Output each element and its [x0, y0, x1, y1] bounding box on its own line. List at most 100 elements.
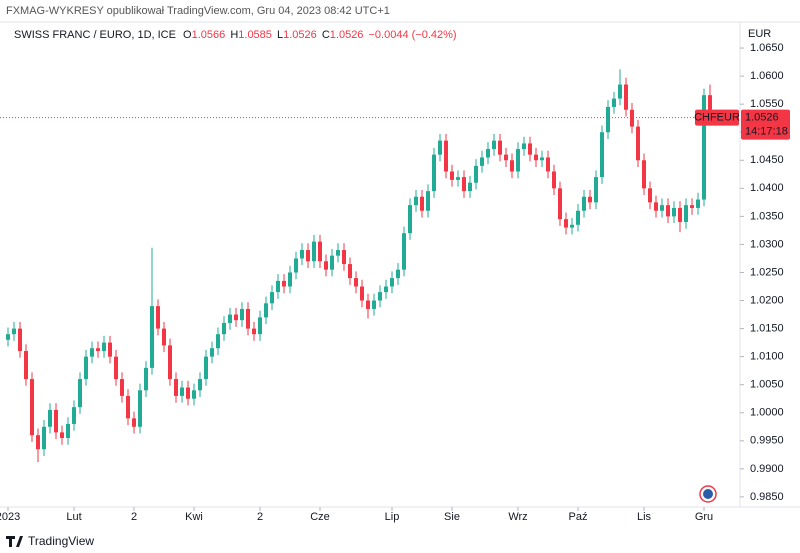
candle-body — [438, 140, 442, 155]
candle-body — [468, 182, 472, 192]
candle-body — [462, 177, 466, 192]
candle-body — [150, 306, 154, 368]
candle-body — [444, 140, 448, 172]
candle-body — [546, 157, 550, 172]
candle-body — [156, 306, 160, 329]
header: FXMAG-WYKRESY opublikował TradingView.co… — [6, 5, 390, 17]
y-tick-label: 1.0450 — [750, 154, 784, 166]
candle-body — [300, 250, 304, 259]
candle-body — [126, 395, 130, 419]
candle-body — [702, 95, 706, 200]
candle-body — [306, 250, 310, 262]
event-icon[interactable] — [699, 485, 717, 503]
candle-body — [384, 286, 388, 293]
candle-body — [648, 188, 652, 203]
candle-body — [420, 196, 424, 211]
candle-body — [414, 196, 418, 206]
candle-body — [678, 207, 682, 222]
candles — [6, 69, 712, 463]
x-tick-label: Sie — [444, 511, 460, 523]
candle-body — [42, 426, 46, 450]
candle-body — [294, 258, 298, 273]
x-tick-label: 2023 — [0, 511, 20, 523]
x-tick-label: Lip — [385, 511, 400, 523]
price-tag — [741, 109, 790, 140]
candle-body — [576, 210, 580, 225]
y-tick-label: 0.9900 — [750, 463, 784, 475]
candle-body — [528, 143, 532, 155]
y-tick-label: 1.0000 — [750, 407, 784, 419]
x-tick-label: 2 — [131, 511, 137, 523]
candle-body — [660, 205, 664, 211]
candle-body — [264, 303, 268, 318]
y-tick-label: 1.0150 — [750, 322, 784, 334]
candle-body — [318, 241, 322, 262]
candle-body — [378, 292, 382, 301]
candle-body — [480, 157, 484, 166]
x-tick-label: Cze — [310, 511, 330, 523]
candle-body — [708, 95, 712, 118]
candle-body — [36, 435, 40, 450]
candle-body — [486, 149, 490, 158]
candle-body — [12, 328, 16, 335]
legend-change: −0.0044 (−0.42%) — [369, 29, 457, 41]
legend-high: 1.0585 — [238, 29, 272, 41]
candle-body — [672, 207, 676, 217]
candle-body — [456, 177, 460, 180]
candle-body — [348, 264, 352, 279]
candle-body — [642, 160, 646, 189]
candle-body — [690, 205, 694, 208]
x-tick-label: Wrz — [508, 511, 527, 523]
legend: SWISS FRANC / EURO, 1D, ICE O1.0566 H1.0… — [14, 29, 457, 41]
candle-body — [516, 149, 520, 172]
candle-body — [510, 160, 514, 172]
legend-c: C — [322, 29, 330, 41]
candle-body — [72, 407, 76, 424]
candle-body — [108, 342, 112, 357]
currency: EUR — [748, 28, 771, 40]
candle-body — [258, 317, 262, 335]
candle-body — [288, 272, 292, 287]
candle-body — [540, 157, 544, 161]
legend-low: 1.0526 — [283, 29, 317, 41]
y-tick-label: 1.0250 — [750, 266, 784, 278]
candle-body — [114, 356, 118, 380]
candle-body — [18, 328, 22, 352]
candle-body — [66, 423, 70, 438]
candle-body — [552, 171, 556, 189]
candle-body — [174, 379, 178, 396]
y-tick-label: 1.0650 — [750, 42, 784, 54]
candle-body — [654, 202, 658, 211]
candle-body — [600, 132, 604, 178]
candle-body — [390, 278, 394, 287]
candle-body — [630, 109, 634, 127]
candle-body — [492, 140, 496, 150]
candle-body — [78, 379, 82, 408]
candle-body — [312, 241, 316, 262]
candle-body — [360, 286, 364, 301]
x-tick-label: Gru — [695, 511, 713, 523]
event-dot[interactable] — [703, 489, 713, 499]
candle-body — [30, 379, 34, 436]
candle-body — [594, 177, 598, 203]
legend-o: O — [183, 29, 192, 41]
legend-l: L — [277, 29, 283, 41]
candle-body — [192, 390, 196, 399]
candle-body — [330, 255, 334, 270]
y-tick-label: 1.0550 — [750, 98, 784, 110]
price-label: 1.0526 — [745, 112, 779, 124]
y-tick-label: 0.9950 — [750, 435, 784, 447]
candle-body — [402, 233, 406, 270]
candle-body — [90, 348, 94, 357]
candle-body — [684, 205, 688, 222]
legend-close: 1.0526 — [330, 29, 364, 41]
candle-body — [396, 269, 400, 279]
candle-body — [186, 387, 190, 399]
y-tick-label: 1.0100 — [750, 351, 784, 363]
x-tick-label: 2 — [257, 511, 263, 523]
candle-body — [102, 342, 106, 352]
candle-body — [180, 387, 184, 396]
y-tick-label: 1.0300 — [750, 238, 784, 250]
candle-body — [606, 106, 610, 133]
